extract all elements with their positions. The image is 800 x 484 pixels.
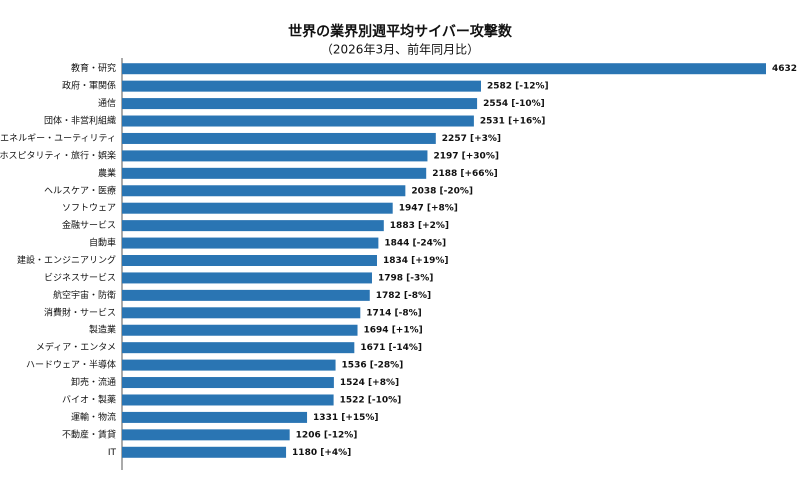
category-label: 消費財・サービス	[44, 306, 116, 318]
category-label: 教育・研究	[71, 62, 116, 74]
bar	[122, 255, 377, 266]
category-label: ビジネスサービス	[44, 272, 116, 283]
category-label: ホスピタリティ・旅行・娯楽	[0, 149, 116, 161]
bar	[122, 429, 290, 441]
bar	[122, 359, 336, 371]
value-label: 2582 [-12%]	[487, 82, 549, 92]
category-label: IT	[108, 448, 117, 458]
category-label: ヘルスケア・医療	[44, 184, 116, 196]
category-label: 団体・非営利組織	[44, 115, 116, 127]
value-label: 1206 [-12%]	[296, 430, 358, 440]
value-label: 2531 [+16%]	[480, 117, 546, 127]
value-label: 4632 [-6%]	[772, 64, 800, 74]
value-label: 1522 [-10%]	[340, 395, 402, 405]
value-label: 1782 [-8%]	[376, 291, 431, 301]
category-label: エネルギー・ユーティリティ	[0, 133, 116, 144]
bar	[122, 237, 379, 249]
value-label: 2554 [-10%]	[483, 99, 545, 109]
bar	[122, 132, 436, 144]
bar	[122, 98, 478, 110]
bar	[122, 289, 370, 301]
value-label: 1694 [+1%]	[364, 326, 423, 336]
value-label: 1524 [+8%]	[340, 378, 399, 388]
category-label: ハードウェア・半導体	[26, 359, 116, 371]
value-label: 1844 [-24%]	[384, 239, 446, 249]
value-label: 2197 [+30%]	[433, 151, 499, 161]
chart-title: 世界の業界別週平均サイバー攻撃数	[288, 23, 513, 40]
bar	[122, 115, 474, 127]
value-label: 1671 [-14%]	[360, 343, 422, 353]
category-label: 農業	[98, 167, 116, 179]
category-label: 製造業	[89, 324, 116, 336]
value-label: 1798 [-3%]	[378, 273, 433, 283]
bar	[122, 185, 406, 197]
bar	[122, 342, 355, 354]
bar	[122, 307, 361, 319]
category-label: 運輸・物流	[71, 411, 116, 423]
value-label: 1331 [+15%]	[313, 413, 379, 423]
bar	[122, 150, 428, 162]
category-label: ソフトウェア	[62, 203, 116, 214]
bar	[122, 446, 287, 458]
category-label: 通信	[98, 97, 116, 109]
category-label: メディア・エンタメ	[36, 341, 116, 353]
bar	[122, 202, 393, 214]
bar	[122, 167, 427, 179]
bar	[122, 80, 481, 92]
category-label: 建設・エンジニアリング	[17, 254, 116, 266]
category-label: 自動車	[89, 237, 116, 249]
bar	[122, 220, 384, 232]
value-label: 2038 [-20%]	[411, 186, 473, 196]
value-label: 1180 [+4%]	[292, 448, 351, 458]
value-label: 1834 [+19%]	[383, 256, 449, 266]
category-label: 卸売・流通	[71, 376, 116, 388]
bar	[122, 63, 766, 75]
value-label: 2188 [+66%]	[432, 169, 498, 179]
bar	[122, 324, 358, 336]
value-label: 1883 [+2%]	[390, 221, 449, 231]
bar	[122, 411, 308, 423]
bar	[122, 394, 334, 406]
value-label: 1536 [-28%]	[342, 361, 404, 371]
bar	[122, 272, 372, 284]
category-label: 不動産・賃貸	[62, 428, 116, 440]
category-label: 金融サービス	[62, 219, 116, 231]
chart-subtitle: （2026年3月、前年同月比）	[321, 42, 479, 57]
bar	[122, 377, 334, 389]
value-label: 2257 [+3%]	[442, 134, 501, 144]
category-label: バイオ・製薬	[62, 393, 116, 405]
value-label: 1947 [+8%]	[399, 204, 458, 214]
value-label: 1714 [-8%]	[366, 308, 421, 318]
category-label: 航空宇宙・防衛	[53, 289, 116, 301]
category-label: 政府・軍関係	[62, 80, 116, 92]
